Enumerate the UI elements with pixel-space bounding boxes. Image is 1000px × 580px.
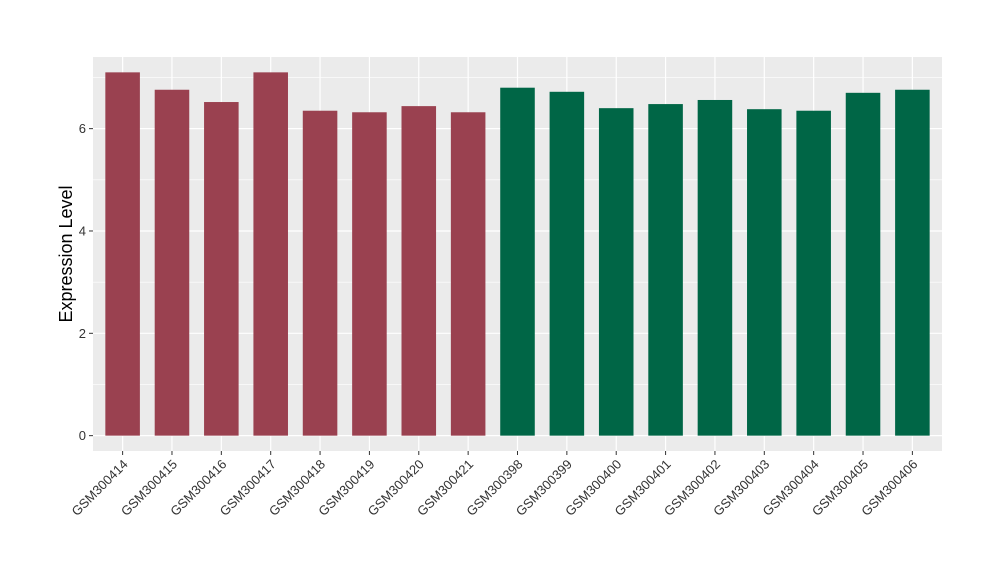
bar-gsm300417: [253, 72, 288, 436]
y-axis-title: Expression Level: [56, 185, 76, 322]
bar-gsm300399: [549, 91, 585, 436]
x-axis: GSM300414GSM300415GSM300416GSM300417GSM3…: [69, 451, 921, 519]
bar-gsm300415: [154, 89, 190, 436]
bar-gsm300418: [302, 110, 338, 436]
bar-gsm300405: [845, 92, 881, 436]
bar-gsm300420: [401, 106, 437, 436]
y-tick-label: 6: [79, 121, 86, 136]
y-tick-label: 4: [79, 223, 86, 238]
y-tick-label: 2: [79, 326, 86, 341]
bar-gsm300414: [105, 72, 140, 436]
bar-gsm300404: [796, 110, 831, 436]
y-tick-label: 0: [79, 428, 86, 443]
bar-gsm300403: [747, 109, 782, 436]
bar-gsm300416: [204, 102, 239, 436]
y-axis: 0 2 4 6: [79, 121, 93, 443]
bar-gsm300401: [648, 104, 683, 436]
bar-gsm300398: [500, 87, 535, 436]
bar-gsm300400: [598, 108, 634, 436]
bar-gsm300421: [450, 112, 486, 436]
bar-gsm300402: [697, 99, 733, 436]
bar-gsm300406: [895, 89, 930, 436]
bar-gsm300419: [352, 112, 387, 436]
bars: [105, 72, 930, 436]
